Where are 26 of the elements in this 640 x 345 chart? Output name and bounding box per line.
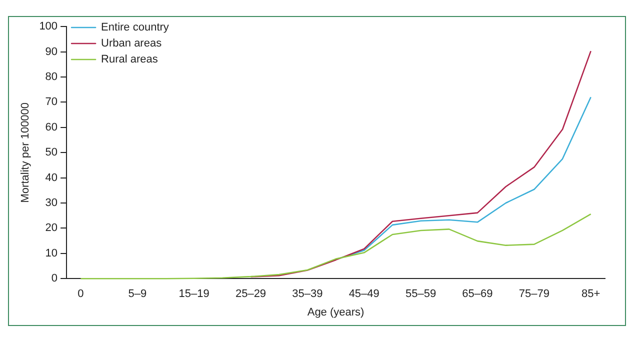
y-tick-label: 30 — [45, 197, 58, 210]
y-tick-label: 90 — [45, 46, 58, 58]
y-tick-label: 40 — [45, 172, 58, 184]
y-tick-label: 70 — [45, 96, 58, 108]
x-axis-title: Age (years) — [307, 306, 364, 318]
y-tick-label: 10 — [45, 247, 58, 260]
legend-label: Entire country — [101, 22, 170, 34]
x-tick-label: 15–19 — [178, 288, 210, 300]
x-tick-label: 65–69 — [462, 288, 493, 300]
y-axis-title: Mortality per 100000 — [20, 102, 32, 203]
x-tick-label: 25–29 — [235, 288, 266, 300]
y-tick-label: 60 — [45, 121, 58, 134]
y-tick-label: 50 — [45, 146, 58, 159]
x-tick-label: 5–9 — [128, 288, 147, 300]
y-tick-label: 80 — [45, 71, 58, 84]
x-tick-label: 45–49 — [348, 288, 380, 300]
x-tick-label: 35–39 — [292, 288, 323, 300]
x-tick-label: 0 — [78, 288, 84, 300]
legend-label: Rural areas — [101, 54, 158, 66]
y-tick-label: 20 — [45, 222, 58, 234]
x-tick-label: 85+ — [581, 288, 600, 300]
x-tick-label: 55–59 — [406, 288, 436, 300]
legend-label: Urban areas — [101, 38, 162, 50]
y-tick-label: 0 — [51, 272, 58, 285]
y-tick-label: 100 — [39, 20, 58, 33]
x-tick-label: 75–79 — [518, 288, 550, 300]
